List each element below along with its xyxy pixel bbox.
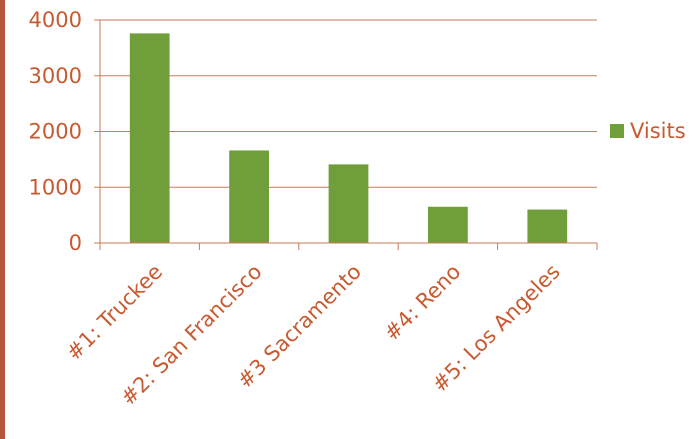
x-category-label: #4: Reno xyxy=(380,260,466,346)
legend-label: Visits xyxy=(630,119,686,143)
y-tick-label: 4000 xyxy=(29,8,82,32)
y-tick-label: 2000 xyxy=(29,120,82,144)
bar xyxy=(129,33,170,243)
bar xyxy=(428,206,468,243)
y-tick-label: 0 xyxy=(69,231,82,255)
gridlines xyxy=(100,19,597,188)
bar xyxy=(229,150,269,243)
bars xyxy=(129,33,568,243)
legend-swatch xyxy=(610,124,624,138)
y-tick-labels: 0 1000 2000 3000 4000 xyxy=(29,8,82,255)
y-tick-label: 3000 xyxy=(29,64,82,88)
y-tick-label: 1000 xyxy=(29,175,82,199)
bar xyxy=(328,164,369,243)
bar xyxy=(527,209,568,243)
axes xyxy=(94,19,598,250)
x-category-labels: #1: Truckee#2: San Francisco#3 Sacrament… xyxy=(62,260,565,411)
legend: Visits xyxy=(610,119,686,143)
slide-left-border xyxy=(0,0,5,439)
x-category-label: #1: Truckee xyxy=(62,260,168,366)
